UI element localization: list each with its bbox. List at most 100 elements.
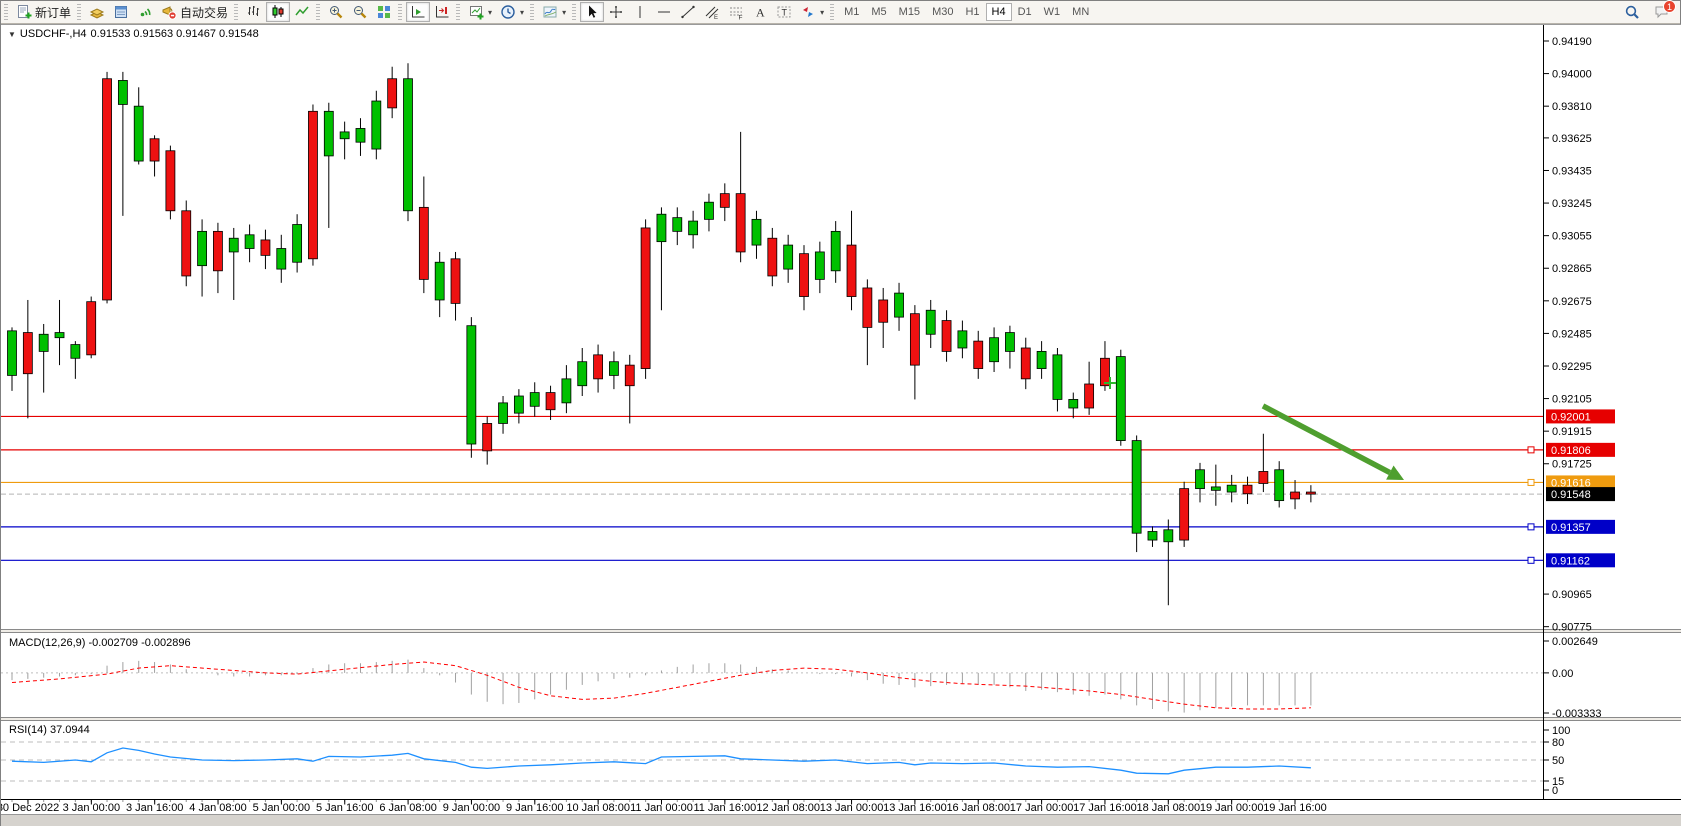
chart-title-ohlc: 0.91533 0.91563 0.91467 0.91548 — [90, 28, 259, 40]
zoom-in-icon — [328, 4, 344, 20]
timeframe-d1-button[interactable]: D1 — [1017, 6, 1032, 18]
candle — [466, 317, 477, 458]
candle — [323, 102, 334, 228]
dropdown-arrow-icon[interactable]: ▾ — [820, 7, 825, 17]
timeframe-h1-button[interactable]: H1 — [965, 6, 980, 18]
horizontal-line-button[interactable] — [652, 2, 676, 22]
text-button[interactable]: A — [748, 2, 772, 22]
hline-marker[interactable] — [1527, 446, 1535, 454]
timeframe-m15-button[interactable]: M15 — [898, 6, 921, 18]
dropdown-arrow-icon[interactable]: ▾ — [520, 7, 525, 17]
trendline-button[interactable] — [676, 2, 700, 22]
hline-marker[interactable] — [1527, 523, 1535, 531]
candle — [133, 87, 144, 165]
toolbar-grip[interactable] — [572, 4, 577, 20]
toolbar-group-templates: ▾ — [528, 1, 570, 24]
dropdown-arrow-icon[interactable]: ▾ — [488, 7, 493, 17]
profiles-icon — [500, 4, 516, 20]
rsi-tick-label: 15 — [1552, 776, 1564, 788]
timeframe-h4-button[interactable]: H4 — [985, 3, 1012, 21]
collapse-icon[interactable]: ▼ — [8, 29, 16, 39]
equidistant-channel-button[interactable]: E — [700, 2, 724, 22]
candle — [339, 121, 350, 160]
toolbar-grip[interactable] — [316, 4, 321, 20]
auto-scroll-button[interactable] — [406, 2, 431, 22]
chart-title-symbol: USDCHF-,H4 — [19, 28, 87, 40]
toolbar-grip[interactable] — [77, 4, 82, 20]
time-tick-label: 3 Jan 16:00 — [126, 802, 184, 814]
zoom-in-button[interactable] — [324, 2, 348, 22]
candle — [799, 245, 809, 311]
price-tick-label: 0.92865 — [1552, 263, 1592, 275]
candle — [54, 299, 65, 366]
zoom-out-button[interactable] — [348, 2, 372, 22]
market-watch-button[interactable] — [85, 2, 109, 22]
chart-shift-button[interactable] — [430, 2, 454, 22]
trend-arrow[interactable] — [1261, 403, 1404, 481]
timeframe-m30-button[interactable]: M30 — [932, 6, 954, 18]
candle — [545, 385, 556, 421]
macd-signal-line — [11, 661, 1311, 710]
svg-text:0.91806: 0.91806 — [1551, 445, 1591, 457]
candle — [1258, 433, 1269, 493]
toolbar-grip[interactable] — [456, 4, 461, 20]
pane-splitter-macd-rsi[interactable] — [1, 717, 1681, 721]
toolbar-grip[interactable] — [4, 4, 8, 20]
bar-chart-button[interactable] — [242, 2, 266, 22]
toolbar-group-timeframes: M1 M5 M15 M30 H1 H4 D1 W1 MN — [828, 1, 1095, 24]
toolbar-grip[interactable] — [234, 4, 239, 20]
time-axis[interactable] — [1, 800, 1543, 814]
crosshair-button[interactable] — [604, 2, 628, 22]
candle — [894, 282, 904, 331]
price-axis[interactable] — [1543, 25, 1681, 799]
plus-marker[interactable] — [1104, 376, 1116, 389]
candlestick-chart-button[interactable] — [266, 2, 291, 22]
hline-marker[interactable] — [1527, 478, 1535, 486]
time-tick-label: 17 Jan 16:00 — [1073, 802, 1137, 814]
new-order-button[interactable]: 新订单 — [12, 2, 75, 22]
arrows-icon — [800, 4, 816, 20]
candle — [561, 365, 572, 414]
hline-marker[interactable] — [1527, 556, 1535, 564]
arrows-button[interactable]: ▾ — [796, 2, 828, 22]
timeframe-m5-button[interactable]: M5 — [871, 6, 887, 18]
macd-tick-label: 0.00 — [1552, 668, 1573, 680]
candle — [577, 347, 588, 397]
timeframe-mn-button[interactable]: MN — [1072, 6, 1090, 18]
toolbar-grip[interactable] — [398, 4, 403, 20]
cursor-button[interactable] — [580, 2, 605, 22]
time-tick-label: 6 Jan 08:00 — [379, 802, 437, 814]
price-tick-label: 0.91725 — [1552, 459, 1592, 471]
time-tick-label: 16 Jan 08:00 — [946, 802, 1010, 814]
auto-trading-button[interactable]: 自动交易 — [157, 2, 232, 22]
hline-icon — [656, 4, 672, 20]
toolbar-grip[interactable] — [830, 4, 835, 20]
candle — [1115, 349, 1126, 446]
time-tick-label: 10 Jan 08:00 — [566, 802, 630, 814]
dropdown-arrow-icon[interactable]: ▾ — [562, 7, 567, 17]
toolbar-grip[interactable] — [530, 4, 535, 20]
candle — [862, 279, 873, 366]
fibonacci-button[interactable]: F — [724, 2, 748, 22]
candle — [228, 227, 239, 300]
new-chart-button[interactable]: ▾ — [464, 2, 496, 22]
search-button[interactable] — [1620, 2, 1644, 22]
data-window-button[interactable] — [109, 2, 133, 22]
timeframe-m1-button[interactable]: M1 — [844, 6, 860, 18]
profiles-button[interactable]: ▾ — [496, 2, 528, 22]
candle — [371, 90, 382, 160]
pane-splitter-main-macd[interactable] — [1, 629, 1681, 633]
timeframe-w1-button[interactable]: W1 — [1043, 6, 1061, 18]
line-chart-button[interactable] — [290, 2, 314, 22]
price-tick-label: 0.92675 — [1552, 296, 1592, 308]
vertical-line-button[interactable] — [628, 2, 652, 22]
candle — [909, 305, 920, 400]
template-button[interactable]: ▾ — [538, 2, 570, 22]
chat-button[interactable]: 1 — [1650, 0, 1676, 22]
tile-windows-button[interactable] — [372, 2, 396, 22]
news-button[interactable] — [133, 2, 157, 22]
candle — [1084, 361, 1095, 415]
text-label-button[interactable]: T — [772, 2, 796, 22]
candlestick-icon — [270, 4, 286, 20]
